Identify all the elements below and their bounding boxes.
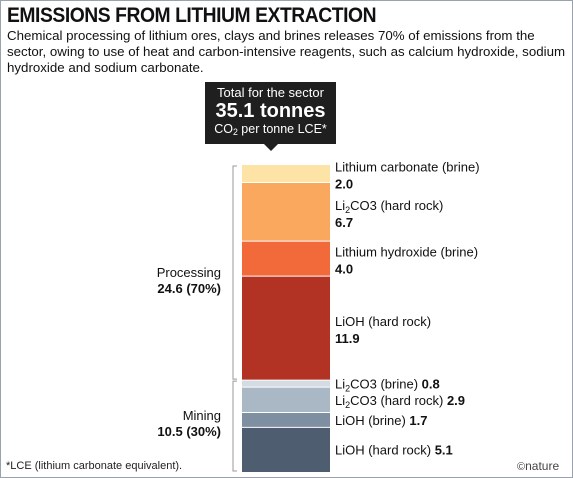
bar-segment (242, 380, 330, 388)
callout-label: Total for the sector (217, 85, 324, 100)
segment-label: Li2CO3 (hard rock) (335, 198, 443, 215)
segment-label: Li2CO3 (hard rock) 2.9 (335, 393, 465, 410)
bar-segment (242, 241, 330, 277)
processing-label: Processing (156, 265, 221, 280)
bar-segment (242, 276, 330, 381)
nature-credit: ©nature (517, 459, 560, 473)
mining-value: 10.5 (30%) (157, 424, 221, 439)
segment-label: LiOH (hard rock) (335, 314, 431, 329)
mining-bracket (232, 380, 237, 472)
total-callout: Total for the sector 35.1 tonnes CO2 per… (205, 82, 336, 151)
segment-label: LiOH (brine) 1.7 (335, 413, 427, 428)
segment-label: LiOH (hard rock) 5.1 (335, 443, 453, 458)
bar-segment (242, 387, 330, 413)
processing-group-label: Processing 24.6 (70%) (121, 265, 221, 297)
callout-value: 35.1 tonnes (215, 100, 326, 122)
segment-label: Li2CO3 (brine) 0.8 (335, 377, 440, 394)
bar-segment (242, 165, 330, 183)
bar-segment (242, 427, 330, 472)
segment-value: 4.0 (335, 262, 353, 277)
mining-label: Mining (182, 408, 221, 423)
footnote: *LCE (lithium carbonate equivalent). (6, 460, 183, 472)
segment-value: 11.9 (335, 331, 360, 346)
chart-title: EMISSIONS FROM LITHIUM EXTRACTION (7, 4, 377, 27)
processing-bracket (232, 165, 237, 380)
chart-subtitle: Chemical processing of lithium ores, cla… (7, 28, 566, 75)
mining-group-label: Mining 10.5 (30%) (121, 408, 221, 440)
copyright-icon: © (517, 461, 526, 473)
processing-value: 24.6 (70%) (157, 281, 221, 296)
callout-unit: CO2 per tonne LCE* (214, 122, 327, 137)
segment-label: Lithium carbonate (brine) (335, 160, 480, 175)
bar-segment (242, 182, 330, 242)
segment-value: 6.7 (335, 215, 353, 230)
segment-value: 2.0 (335, 177, 353, 192)
segment-label: Lithium hydroxide (brine) (335, 245, 478, 260)
bar-segment (242, 412, 330, 428)
